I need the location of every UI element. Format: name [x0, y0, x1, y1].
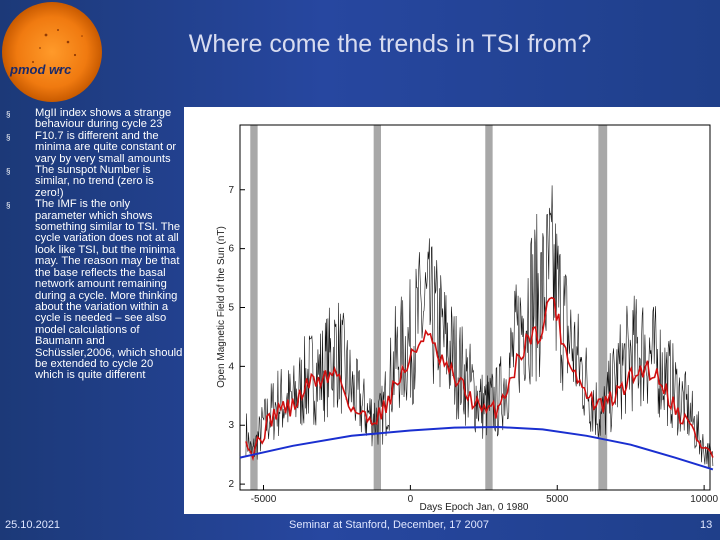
y-tick-label: 3	[228, 420, 234, 431]
footer-date: 25.10.2021	[5, 519, 61, 531]
bullet-marker: §	[6, 201, 11, 211]
bullet-marker: §	[6, 132, 11, 142]
bullet-item: § MgII index shows a strange behaviour d…	[6, 107, 184, 131]
x-axis-label: Days Epoch Jan, 0 1980	[420, 502, 529, 513]
bullet-text: F10.7 is different and the minima are qu…	[35, 129, 177, 165]
bullet-text: The IMF is the only parameter which show…	[35, 198, 183, 382]
bullet-text: The sunspot Number is similar, no trend …	[35, 164, 154, 199]
solar-minimum-band	[598, 125, 608, 490]
open-field-smoothed-series	[245, 296, 714, 462]
minima-bands	[250, 125, 608, 490]
plot-frame	[239, 124, 711, 491]
solar-minimum-band	[485, 125, 493, 490]
bullet-marker: §	[6, 167, 11, 177]
series-lines	[239, 185, 714, 471]
page-number: 13	[700, 519, 713, 531]
x-tick-label: 5000	[546, 494, 569, 505]
x-tick-label: -5000	[251, 494, 277, 505]
y-tick-label: 5	[228, 303, 234, 314]
bullet-marker: §	[6, 110, 11, 119]
y-tick-label: 6	[228, 244, 234, 255]
bullet-item: § The IMF is the only parameter which sh…	[6, 199, 184, 382]
y-tick-label: 2	[228, 479, 234, 490]
x-tick-label: 10000	[690, 494, 718, 505]
solar-minimum-band	[250, 125, 258, 490]
x-tick-label: 0	[408, 494, 414, 505]
y-tick-label: 7	[228, 185, 234, 196]
y-axis: 2 3 4 5 6 7	[228, 185, 245, 490]
bullet-text: MgII index shows a strange behaviour dur…	[35, 107, 172, 131]
chart-panel: 2 3 4 5 6 7 -5000 0 5000 10000 Open Magnetic Fie…	[184, 107, 720, 514]
logo-wordmark: pmod wrc	[9, 62, 72, 77]
y-tick-label: 4	[228, 361, 234, 372]
open-magnetic-field-chart: 2 3 4 5 6 7 -5000 0 5000 10000 Open Magnetic Fie…	[216, 124, 718, 513]
minima-trend-line	[239, 425, 714, 471]
bullet-list: § MgII index shows a strange behaviour d…	[6, 107, 184, 382]
pmod-wrc-logo: pmod wrc	[0, 0, 110, 105]
solar-minimum-band	[373, 125, 381, 490]
open-field-daily-series	[245, 185, 714, 469]
bullet-item: § The sunspot Number is similar, no tren…	[6, 164, 184, 199]
x-axis: -5000 0 5000 10000	[251, 485, 718, 505]
slide-title: Where come the trends in TSI from?	[188, 30, 592, 58]
footer-event: Seminar at Stanford, December, 17 2007	[289, 519, 489, 531]
bullet-item: § F10.7 is different and the minima are …	[6, 129, 184, 165]
y-axis-label: Open Magnetic Field of the Sun (nT)	[216, 226, 227, 388]
sun-disk	[2, 2, 102, 102]
